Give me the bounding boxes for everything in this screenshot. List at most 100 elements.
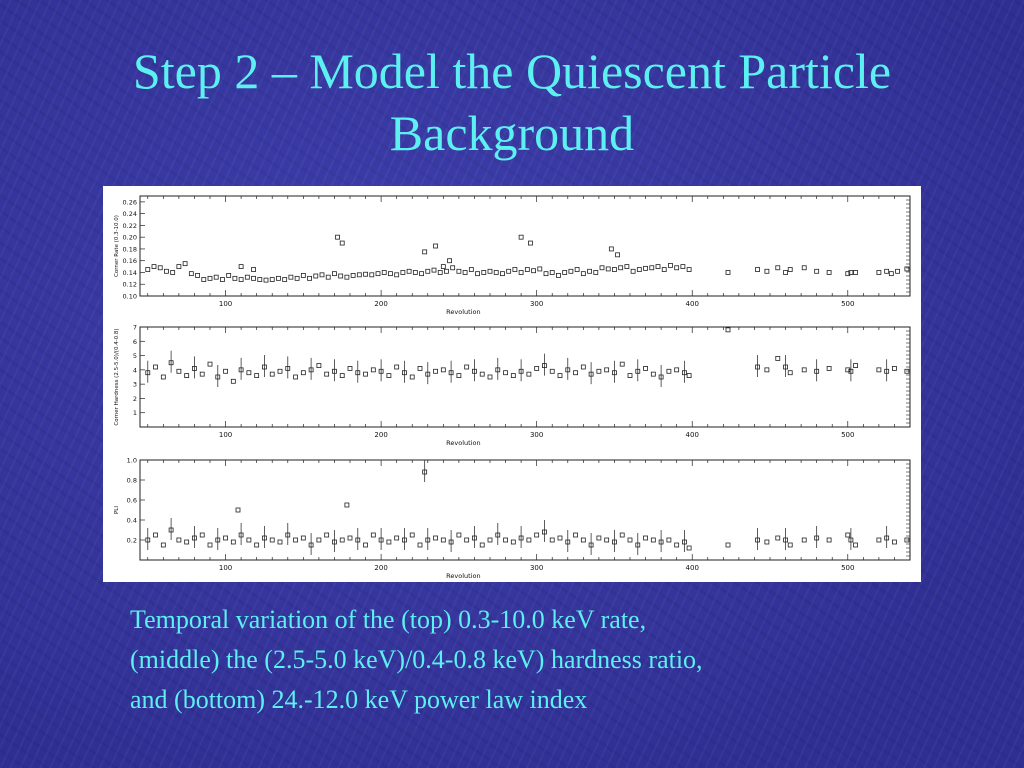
data-point: [223, 368, 228, 374]
x-tick-label: 100: [219, 564, 232, 572]
data-point: [848, 270, 854, 275]
data-point: [568, 268, 574, 274]
data-point: [238, 264, 244, 269]
data-point: [618, 265, 624, 271]
data-point: [580, 537, 586, 543]
data-point: [475, 271, 480, 277]
data-point: [557, 535, 563, 541]
data-point: [160, 374, 166, 380]
y-tick-label: 0.4: [127, 517, 137, 525]
y-axis-label: Corner Rate (0.3-10.0): [114, 215, 120, 277]
data-point: [456, 373, 462, 378]
data-point: [254, 373, 260, 378]
data-point: [528, 240, 533, 246]
data-point: [215, 537, 221, 543]
data-point: [254, 542, 260, 548]
data-point: [787, 370, 793, 376]
data-point: [332, 539, 337, 545]
data-point: [378, 537, 384, 543]
data-point: [630, 268, 636, 274]
y-tick-label: 0.24: [123, 210, 137, 218]
data-point: [588, 542, 594, 548]
data-point: [814, 268, 820, 274]
data-point: [682, 370, 687, 376]
data-point: [282, 277, 288, 282]
data-point: [184, 373, 190, 378]
data-point: [619, 532, 625, 538]
data-point: [370, 367, 376, 373]
data-point: [493, 270, 499, 275]
data-point: [680, 264, 686, 269]
data-point: [574, 267, 580, 272]
x-tick-label: 300: [530, 564, 543, 572]
data-point: [503, 537, 508, 543]
data-point: [406, 268, 412, 274]
data-point: [293, 374, 298, 380]
data-point: [207, 542, 213, 548]
data-point: [479, 371, 485, 377]
plot-frame: [139, 459, 911, 561]
data-point: [565, 539, 571, 545]
data-point: [251, 275, 256, 281]
data-point: [409, 532, 415, 538]
data-point: [615, 252, 620, 258]
data-point: [285, 366, 291, 371]
data-point: [787, 542, 793, 548]
data-point: [417, 542, 423, 548]
data-point: [288, 274, 294, 280]
data-point: [549, 368, 555, 374]
data-point: [526, 537, 532, 543]
data-point: [487, 374, 493, 380]
data-point: [176, 537, 182, 543]
data-point: [339, 537, 345, 543]
data-point: [246, 537, 252, 543]
data-point: [269, 371, 275, 377]
data-point: [643, 535, 648, 541]
data-point: [235, 507, 241, 513]
data-point: [369, 272, 375, 278]
data-point: [226, 273, 232, 278]
data-point: [892, 539, 897, 545]
data-point: [801, 537, 807, 543]
data-point: [419, 271, 424, 277]
data-point: [215, 374, 221, 380]
y-tick-label: 0.26: [123, 198, 137, 206]
data-point: [627, 373, 633, 378]
data-point: [826, 270, 832, 275]
data-point: [356, 272, 362, 278]
data-point: [276, 275, 281, 281]
data-point: [456, 268, 462, 274]
data-point: [588, 371, 594, 377]
data-point: [904, 368, 910, 374]
data-point: [285, 532, 291, 538]
data-point: [300, 273, 306, 278]
data-point: [195, 273, 200, 278]
data-point: [170, 270, 176, 275]
data-point: [636, 267, 642, 272]
y-tick-label: 4: [133, 366, 137, 374]
data-point: [450, 265, 456, 271]
data-point: [151, 264, 157, 269]
data-point: [650, 371, 656, 377]
data-point: [440, 537, 446, 543]
data-point: [308, 367, 314, 373]
y-tick-label: 0.12: [123, 281, 137, 289]
data-point: [444, 268, 449, 274]
data-point: [845, 367, 851, 373]
data-point: [223, 535, 228, 541]
data-point: [658, 539, 664, 545]
data-point: [666, 368, 672, 374]
y-tick-label: 5: [133, 352, 137, 360]
data-point: [263, 277, 269, 283]
data-point: [635, 368, 641, 374]
chart-panel-1: 100 200 300 400 500 0.10 0.12 0.14 0.16 0.18 0.20 0…: [114, 195, 911, 316]
data-point: [876, 367, 882, 373]
data-point: [624, 264, 630, 269]
data-point: [269, 277, 275, 282]
data-point: [674, 367, 680, 373]
y-tick-label: 0.8: [127, 477, 137, 485]
data-point: [783, 537, 788, 543]
data-point: [213, 274, 219, 280]
data-point: [251, 267, 256, 272]
data-point: [649, 265, 655, 271]
